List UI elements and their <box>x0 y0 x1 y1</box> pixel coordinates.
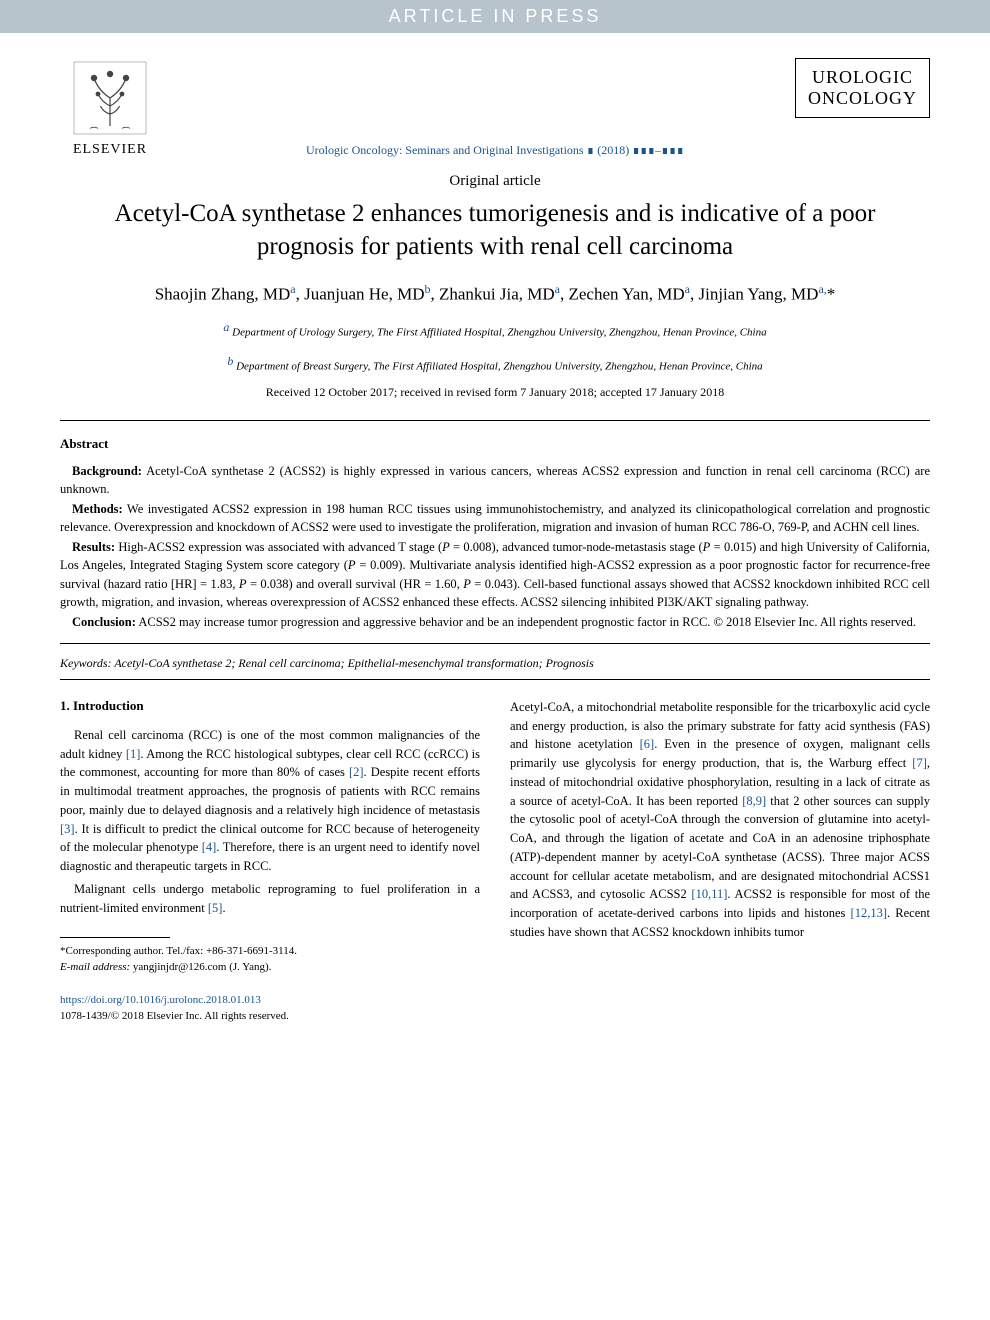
doi-link[interactable]: https://doi.org/10.1016/j.urolonc.2018.0… <box>60 993 930 1008</box>
abstract-conclusion: Conclusion: ACSS2 may increase tumor pro… <box>60 613 930 631</box>
abs-re-label: Results: <box>72 540 115 554</box>
body-columns: 1. Introduction Renal cell carcinoma (RC… <box>0 680 990 975</box>
author-list: Shaojin Zhang, MDa, Juanjuan He, MDb, Zh… <box>0 281 990 306</box>
footnote-separator <box>60 937 170 938</box>
journal-box-l1: UROLOGIC <box>808 67 917 88</box>
footer: https://doi.org/10.1016/j.urolonc.2018.0… <box>0 975 990 1054</box>
abstract-background: Background: Acetyl-CoA synthetase 2 (ACS… <box>60 462 930 498</box>
abs-re-text: High-ACSS2 expression was associated wit… <box>60 540 930 608</box>
journal-title-box: UROLOGIC ONCOLOGY <box>795 58 930 118</box>
affiliation-a: a Department of Urology Surgery, The Fir… <box>0 318 990 341</box>
abstract-results: Results: High-ACSS2 expression was assoc… <box>60 538 930 611</box>
abs-bg-text: Acetyl-CoA synthetase 2 (ACSS2) is highl… <box>60 464 930 496</box>
right-column: Acetyl-CoA, a mitochondrial metabolite r… <box>510 698 930 975</box>
abs-me-text: We investigated ACSS2 expression in 198 … <box>60 502 930 534</box>
publisher-block: ELSEVIER <box>60 58 160 158</box>
email-value: yangjinjdr@126.com (J. Yang). <box>130 961 271 973</box>
abstract-block: Abstract Background: Acetyl-CoA syntheta… <box>0 421 990 643</box>
intro-para-2: Malignant cells undergo metabolic reprog… <box>60 880 480 918</box>
abstract-methods: Methods: We investigated ACSS2 expressio… <box>60 500 930 536</box>
email-footnote: E-mail address: yangjinjdr@126.com (J. Y… <box>60 960 480 975</box>
abs-co-label: Conclusion: <box>72 615 136 629</box>
article-dates: Received 12 October 2017; received in re… <box>0 385 990 400</box>
intro-para-1: Renal cell carcinoma (RCC) is one of the… <box>60 726 480 876</box>
article-type: Original article <box>0 173 990 190</box>
left-column: 1. Introduction Renal cell carcinoma (RC… <box>60 698 480 975</box>
journal-box-l2: ONCOLOGY <box>808 88 917 109</box>
article-title: Acetyl-CoA synthetase 2 enhances tumorig… <box>0 198 990 263</box>
abstract-heading: Abstract <box>60 436 930 452</box>
abs-co-text: ACSS2 may increase tumor progression and… <box>136 615 916 629</box>
section-1-heading: 1. Introduction <box>60 698 480 714</box>
corresponding-author-footnote: *Corresponding author. Tel./fax: +86-371… <box>60 944 480 959</box>
affil-a-text: Department of Urology Surgery, The First… <box>232 327 766 339</box>
intro-para-3: Acetyl-CoA, a mitochondrial metabolite r… <box>510 698 930 942</box>
email-label: E-mail address: <box>60 961 130 973</box>
affiliation-b: b Department of Breast Surgery, The Firs… <box>0 352 990 375</box>
affil-b-text: Department of Breast Surgery, The First … <box>236 360 763 372</box>
keywords-line: Keywords: Acetyl-CoA synthetase 2; Renal… <box>0 644 990 679</box>
abs-bg-label: Background: <box>72 464 142 478</box>
copyright-line: 1078-1439/© 2018 Elsevier Inc. All right… <box>60 1009 930 1024</box>
elsevier-tree-logo <box>70 58 150 138</box>
publisher-name: ELSEVIER <box>73 142 147 158</box>
kw-label: Keywords: <box>60 656 112 670</box>
abs-me-label: Methods: <box>72 502 123 516</box>
article-in-press-banner: ARTICLE IN PRESS <box>0 0 990 33</box>
kw-text: Acetyl-CoA synthetase 2; Renal cell carc… <box>112 656 594 670</box>
